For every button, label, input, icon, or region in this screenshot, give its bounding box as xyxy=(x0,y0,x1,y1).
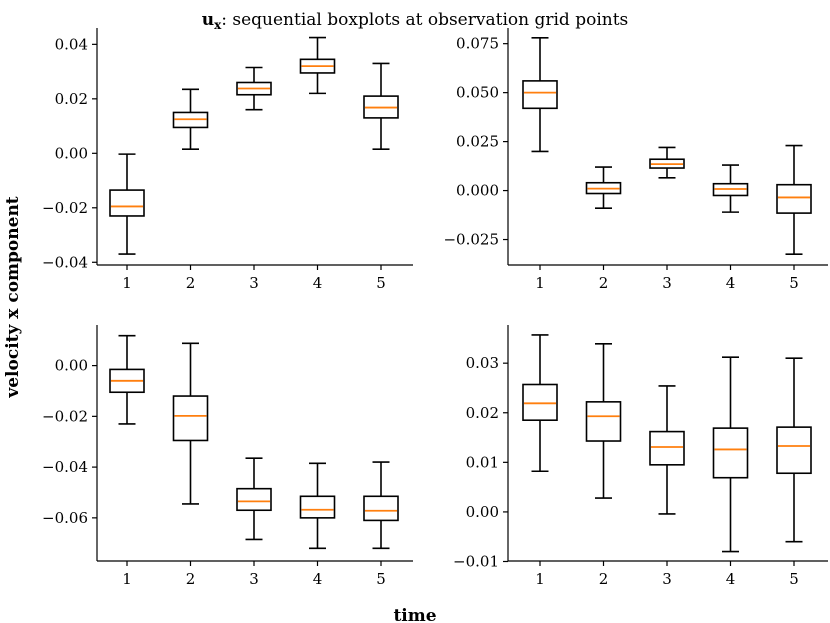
y-tick-label: −0.04 xyxy=(42,458,88,476)
iqr-box xyxy=(172,395,209,442)
box-4 xyxy=(712,164,749,213)
iqr-box xyxy=(299,58,336,74)
iqr-box xyxy=(585,181,622,195)
box-1 xyxy=(522,36,558,153)
iqr-box xyxy=(522,80,558,110)
iqr-box xyxy=(236,81,272,96)
iqr-box xyxy=(522,383,558,421)
iqr-box xyxy=(649,430,685,466)
iqr-box xyxy=(109,368,145,394)
box-2 xyxy=(585,166,622,209)
box-3 xyxy=(649,385,685,515)
x-tick-label: 1 xyxy=(535,274,545,292)
iqr-box xyxy=(776,183,812,214)
box-2 xyxy=(172,342,209,505)
x-tick-label: 2 xyxy=(186,570,196,588)
x-tick-label: 1 xyxy=(122,274,132,292)
iqr-box xyxy=(236,487,272,512)
y-tick-label: −0.01 xyxy=(453,552,499,570)
y-tick-label: 0.075 xyxy=(456,35,499,53)
box-4 xyxy=(299,462,336,550)
x-tick-label: 2 xyxy=(599,570,609,588)
box-5 xyxy=(363,461,399,550)
subplot-1: −0.04 −0.02 0.00 0.02 0.04 1 2 3 4 5 xyxy=(42,28,413,292)
x-tick-label: 2 xyxy=(186,274,196,292)
y-tick-label: 0.04 xyxy=(55,35,88,53)
x-tick-label: 5 xyxy=(789,570,799,588)
title-text: : sequential boxplots at observation gri… xyxy=(221,10,628,30)
y-tick-label: 0.03 xyxy=(466,354,499,372)
box-3 xyxy=(236,66,272,111)
iqr-box xyxy=(109,189,145,217)
x-tick-label: 5 xyxy=(376,274,386,292)
y-tick-label: −0.04 xyxy=(42,253,88,271)
y-tick-label: 0.01 xyxy=(466,453,499,471)
box-3 xyxy=(236,457,272,541)
x-tick-label: 4 xyxy=(726,570,736,588)
x-tick-label: 3 xyxy=(662,274,672,292)
y-tick-label: 0.050 xyxy=(456,84,499,102)
x-tick-label: 1 xyxy=(535,570,545,588)
subplot-4: −0.01 0.00 0.01 0.02 0.03 1 2 3 4 5 xyxy=(453,325,828,588)
box-2 xyxy=(585,343,622,499)
y-tick-label: 0.00 xyxy=(466,503,499,521)
box-1 xyxy=(522,334,558,473)
box-1 xyxy=(109,153,145,255)
iqr-box xyxy=(363,495,399,522)
x-tick-label: 4 xyxy=(313,274,323,292)
box-3 xyxy=(649,146,685,179)
iqr-box xyxy=(363,95,399,119)
y-tick-label: 0.000 xyxy=(456,182,499,200)
x-tick-label: 4 xyxy=(313,570,323,588)
x-tick-label: 3 xyxy=(249,570,259,588)
x-tick-label: 3 xyxy=(249,274,259,292)
subplot-grid: −0.04−0.020.000.020.041 2 3 4 5−0.0250.0000.… xyxy=(42,28,828,588)
y-tick-label: 0.025 xyxy=(456,133,499,151)
y-tick-label: 0.00 xyxy=(55,144,88,162)
y-tick-label: −0.025 xyxy=(443,231,499,249)
y-tick-label: 0.02 xyxy=(466,404,499,422)
iqr-box xyxy=(649,158,685,169)
subplot-3: −0.06 −0.04 −0.02 0.00 1 2 3 4 5 xyxy=(42,325,413,588)
x-tick-label: 2 xyxy=(599,274,609,292)
x-tick-label: 1 xyxy=(122,570,132,588)
iqr-box xyxy=(712,182,749,197)
y-tick-label: −0.06 xyxy=(42,509,88,527)
x-tick-label: 3 xyxy=(662,570,672,588)
iqr-box xyxy=(172,111,209,129)
x-axis-label: time xyxy=(393,606,436,623)
title-subscript: x xyxy=(214,18,222,32)
box-1 xyxy=(109,334,145,425)
box-5 xyxy=(363,62,399,151)
y-tick-label: 0.02 xyxy=(55,90,88,108)
box-5 xyxy=(776,144,812,256)
x-tick-label: 4 xyxy=(726,274,736,292)
box-4 xyxy=(712,356,749,553)
y-tick-label: 0.00 xyxy=(55,357,88,375)
figure-title: ux: sequential boxplots at observation g… xyxy=(202,10,629,32)
y-axis-label: velocity x component xyxy=(3,196,23,398)
subplot-2: −0.025 0.000 0.025 0.050 0.075 1 2 3 4 5 xyxy=(443,28,828,292)
box-4 xyxy=(299,36,336,95)
y-tick-label: −0.02 xyxy=(42,199,88,217)
x-tick-label: 5 xyxy=(376,570,386,588)
iqr-box xyxy=(299,495,336,519)
iqr-box xyxy=(585,401,622,442)
box-5 xyxy=(776,357,812,543)
y-tick-label: −0.02 xyxy=(42,407,88,425)
x-tick-label: 5 xyxy=(789,274,799,292)
iqr-box xyxy=(776,426,812,475)
box-2 xyxy=(172,88,209,151)
title-symbol: u xyxy=(202,10,214,30)
iqr-box xyxy=(712,427,749,479)
